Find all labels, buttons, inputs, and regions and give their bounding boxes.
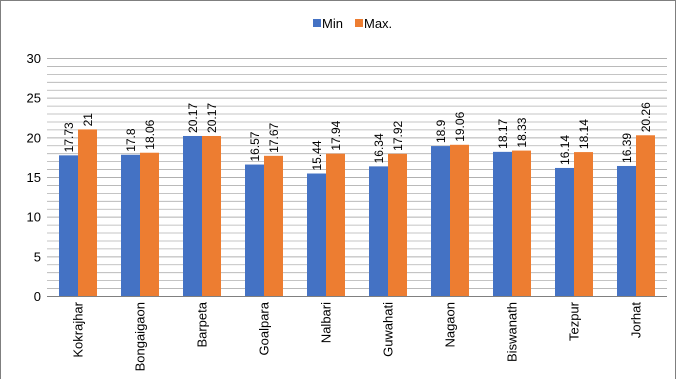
legend-swatch-min [313,19,321,27]
data-label: 18.06 [143,119,157,149]
bar-max-jorhat [636,135,655,296]
data-label: 16.34 [372,133,386,163]
x-tick-label: Tezpur [567,301,582,341]
bar-min-bongaigaon [121,154,140,296]
bar-max-guwahati [388,153,407,296]
y-tick-label: 25 [27,91,41,106]
y-tick-label: 20 [27,130,41,145]
data-label: 17.92 [391,120,405,150]
axes: 0 5 10 15 20 25 30 Kokrajhar Bongaigaon Barpeta Go… [27,51,667,371]
bar-max-nagaon [450,144,469,296]
legend-label: Max. [364,16,392,31]
bar-max-biswanath [512,150,531,296]
data-label: 16.14 [558,135,572,165]
data-label: 21 [81,113,95,127]
bar-min-nalbari [307,173,326,296]
data-label: 16.39 [620,133,634,163]
data-label: 17.94 [329,120,343,150]
bar-min-kokrajhar [59,155,78,296]
legend-label: Min [322,16,343,31]
data-label: 17.73 [62,122,76,152]
bar-min-guwahati [369,166,388,296]
data-label: 19.06 [453,111,467,141]
bar-group [59,129,655,296]
data-label: 17.67 [267,122,281,152]
bar-min-tezpur [555,167,574,296]
bar-max-barpeta [202,135,221,296]
bar-min-barpeta [183,135,202,296]
legend-swatch-max [355,19,363,27]
x-tick-label: Kokrajhar [71,301,86,357]
data-label: 18.17 [496,118,510,148]
data-label: 20.17 [186,103,200,133]
x-tick-label: Bongaigaon [133,302,148,371]
x-tick-label: Barpeta [195,301,210,347]
y-tick-label: 10 [27,210,41,225]
y-tick-label: 5 [34,249,41,264]
x-tick-label: Biswanath [505,302,520,362]
bar-max-nalbari [326,153,345,296]
x-tick-label: Nagaon [443,302,458,348]
data-label: 20.17 [205,103,219,133]
x-tick-label: Nalbari [319,302,334,343]
data-label: 18.33 [515,117,529,147]
data-label: 16.57 [248,131,262,161]
data-label: 18.14 [577,119,591,149]
bar-min-jorhat [617,165,636,296]
bar-min-goalpara [245,164,264,296]
bar-max-kokrajhar [78,129,97,296]
y-tick-label: 30 [27,51,41,66]
y-tick-label: 0 [34,289,41,304]
bar-min-biswanath [493,151,512,296]
bar-min-nagaon [431,146,450,296]
data-label: 20.26 [639,102,653,132]
y-tick-label: 15 [27,170,41,185]
data-label: 15.44 [310,140,324,170]
bar-max-goalpara [264,155,283,296]
x-tick-label: Guwahati [381,302,396,357]
bar-max-tezpur [574,152,593,296]
x-tick-label: Goalpara [257,301,272,355]
x-tick-label: Jorhat [629,302,644,339]
legend: Min Max. [313,16,392,31]
bar-max-bongaigaon [140,152,159,296]
data-label: 18.9 [434,119,448,143]
data-labels: 17.73 21 17.8 18.06 20.17 20.17 16.57 17.67 15.4… [62,102,653,171]
data-label: 17.8 [124,128,138,152]
